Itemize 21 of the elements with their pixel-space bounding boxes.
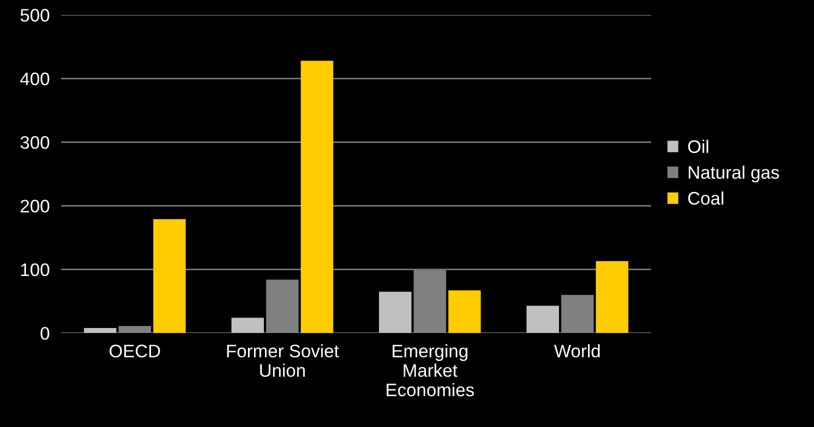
x-tick-label: World xyxy=(554,344,600,358)
bar xyxy=(153,219,186,334)
legend-label: Oil xyxy=(688,140,708,153)
y-tick-label: 400 xyxy=(20,72,50,86)
y-tick-label: 200 xyxy=(20,200,50,213)
bar xyxy=(526,306,559,334)
y-tick-label: 500 xyxy=(20,8,50,22)
legend-label: Natural gas xyxy=(688,166,779,182)
bar xyxy=(596,261,628,334)
bar xyxy=(378,292,412,334)
legend-label: Coal xyxy=(688,191,724,205)
y-tick-label: 100 xyxy=(21,263,50,276)
y-tick-label: 0 xyxy=(40,326,50,340)
x-tick-label: Former Soviet Union xyxy=(227,344,339,377)
y-tick-label: 300 xyxy=(20,136,50,149)
bar xyxy=(231,318,264,334)
bar xyxy=(84,328,116,334)
x-tick-label: Emerging Market Economies xyxy=(386,344,474,396)
x-tick-label: OECD xyxy=(110,344,160,358)
bar xyxy=(300,60,334,334)
bar xyxy=(448,290,481,334)
